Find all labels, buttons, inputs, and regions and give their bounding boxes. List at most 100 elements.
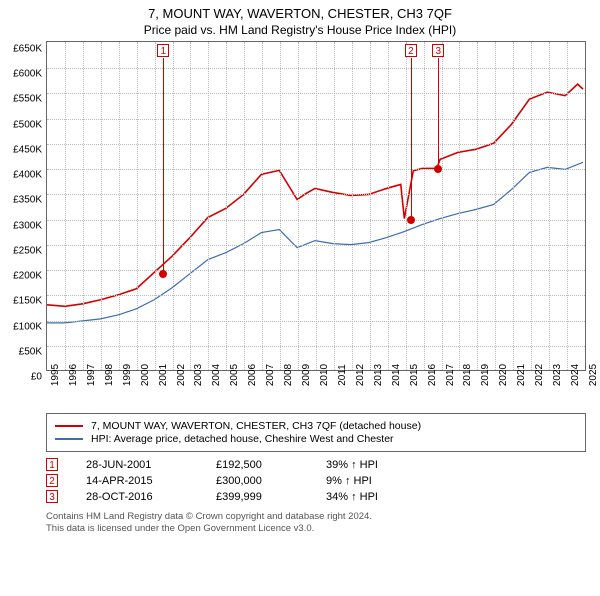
chart-container: 7, MOUNT WAY, WAVERTON, CHESTER, CH3 7QF… bbox=[0, 6, 600, 596]
gridline-v bbox=[226, 42, 227, 370]
footer-line-2: This data is licensed under the Open Gov… bbox=[46, 523, 586, 535]
sale-marker-dot bbox=[407, 216, 415, 224]
y-tick-label: £350K bbox=[13, 195, 42, 206]
sale-row-marker: 1 bbox=[46, 458, 58, 471]
y-tick-label: £400K bbox=[13, 170, 42, 181]
gridline-v bbox=[280, 42, 281, 370]
legend-label: HPI: Average price, detached house, Ches… bbox=[91, 433, 394, 445]
sale-date: 14-APR-2015 bbox=[86, 475, 216, 487]
x-tick-label: 2025 bbox=[588, 364, 599, 386]
sale-price: £399,999 bbox=[216, 491, 326, 503]
sale-marker-dot bbox=[434, 165, 442, 173]
x-tick-label: 2020 bbox=[498, 364, 509, 386]
sale-price: £300,000 bbox=[216, 475, 326, 487]
sale-marker-dot bbox=[159, 270, 167, 278]
gridline-v bbox=[370, 42, 371, 370]
gridline-v bbox=[298, 42, 299, 370]
y-tick-label: £600K bbox=[13, 69, 42, 80]
legend: 7, MOUNT WAY, WAVERTON, CHESTER, CH3 7QF… bbox=[46, 413, 586, 452]
gridline-v bbox=[442, 42, 443, 370]
x-tick-label: 2001 bbox=[158, 364, 169, 386]
x-tick-label: 2019 bbox=[480, 364, 491, 386]
gridline-v bbox=[101, 42, 102, 370]
x-tick-label: 2000 bbox=[140, 364, 151, 386]
y-tick-label: £250K bbox=[13, 245, 42, 256]
x-tick-label: 2003 bbox=[193, 364, 204, 386]
gridline-v bbox=[352, 42, 353, 370]
y-axis-labels: £0£50K£100K£150K£200K£250K£300K£350K£400… bbox=[0, 48, 44, 378]
x-tick-label: 1996 bbox=[68, 364, 79, 386]
x-tick-label: 2008 bbox=[283, 364, 294, 386]
sale-date: 28-OCT-2016 bbox=[86, 491, 216, 503]
x-tick-label: 2014 bbox=[391, 364, 402, 386]
y-tick-label: £450K bbox=[13, 144, 42, 155]
sale-row-marker: 3 bbox=[46, 490, 58, 503]
chart-subtitle: Price paid vs. HM Land Registry's House … bbox=[0, 23, 600, 37]
gridline-v bbox=[531, 42, 532, 370]
y-tick-label: £100K bbox=[13, 321, 42, 332]
x-tick-label: 2007 bbox=[265, 364, 276, 386]
y-tick-label: £550K bbox=[13, 94, 42, 105]
sale-delta: 34% ↑ HPI bbox=[326, 491, 426, 503]
gridline-v bbox=[137, 42, 138, 370]
chart-title: 7, MOUNT WAY, WAVERTON, CHESTER, CH3 7QF bbox=[0, 6, 600, 21]
legend-swatch bbox=[55, 438, 83, 440]
x-tick-label: 2005 bbox=[229, 364, 240, 386]
x-tick-label: 2013 bbox=[373, 364, 384, 386]
x-tick-label: 2015 bbox=[409, 364, 420, 386]
gridline-v bbox=[155, 42, 156, 370]
plot-area: 123 bbox=[46, 41, 586, 371]
x-tick-label: 2011 bbox=[337, 364, 348, 386]
gridline-v bbox=[406, 42, 407, 370]
sale-marker-stem bbox=[411, 58, 412, 220]
gridline-v bbox=[244, 42, 245, 370]
x-tick-label: 2006 bbox=[247, 364, 258, 386]
x-tick-label: 2024 bbox=[570, 364, 581, 386]
gridline-v bbox=[513, 42, 514, 370]
gridline-v bbox=[190, 42, 191, 370]
gridline-v bbox=[173, 42, 174, 370]
y-tick-label: £50K bbox=[19, 346, 42, 357]
x-tick-label: 1998 bbox=[104, 364, 115, 386]
sale-row: 128-JUN-2001£192,50039% ↑ HPI bbox=[46, 458, 586, 471]
gridline-v bbox=[208, 42, 209, 370]
gridline-v bbox=[549, 42, 550, 370]
sale-marker-label: 1 bbox=[157, 44, 169, 57]
sale-marker-stem bbox=[438, 58, 439, 169]
x-tick-label: 2016 bbox=[427, 364, 438, 386]
x-tick-label: 1997 bbox=[86, 364, 97, 386]
series-hpi bbox=[47, 162, 583, 322]
sale-row: 214-APR-2015£300,0009% ↑ HPI bbox=[46, 474, 586, 487]
sale-row-marker: 2 bbox=[46, 474, 58, 487]
x-tick-label: 2021 bbox=[516, 364, 527, 386]
sale-date: 28-JUN-2001 bbox=[86, 459, 216, 471]
x-tick-label: 2010 bbox=[319, 364, 330, 386]
gridline-v bbox=[459, 42, 460, 370]
gridline-v bbox=[477, 42, 478, 370]
sale-delta: 39% ↑ HPI bbox=[326, 459, 426, 471]
gridline-v bbox=[334, 42, 335, 370]
gridline-v bbox=[316, 42, 317, 370]
x-tick-label: 2022 bbox=[534, 364, 545, 386]
gridline-v bbox=[567, 42, 568, 370]
legend-row: 7, MOUNT WAY, WAVERTON, CHESTER, CH3 7QF… bbox=[55, 420, 577, 432]
footer-attribution: Contains HM Land Registry data © Crown c… bbox=[46, 511, 586, 536]
x-tick-label: 2004 bbox=[211, 364, 222, 386]
x-tick-label: 2018 bbox=[462, 364, 473, 386]
y-tick-label: £150K bbox=[13, 296, 42, 307]
legend-swatch bbox=[55, 425, 83, 427]
gridline-v bbox=[262, 42, 263, 370]
sales-table: 128-JUN-2001£192,50039% ↑ HPI214-APR-201… bbox=[46, 458, 586, 503]
legend-label: 7, MOUNT WAY, WAVERTON, CHESTER, CH3 7QF… bbox=[91, 420, 421, 432]
legend-row: HPI: Average price, detached house, Ches… bbox=[55, 433, 577, 445]
gridline-v bbox=[65, 42, 66, 370]
x-tick-label: 2017 bbox=[445, 364, 456, 386]
sale-marker-label: 2 bbox=[405, 44, 417, 57]
x-tick-label: 2002 bbox=[176, 364, 187, 386]
sale-row: 3 28-OCT-2016£399,99934% ↑ HPI bbox=[46, 490, 586, 503]
y-tick-label: £200K bbox=[13, 271, 42, 282]
sale-marker-stem bbox=[163, 58, 164, 274]
x-axis-labels: 1995199619971998199920002001200220032004… bbox=[46, 371, 586, 409]
x-tick-label: 2023 bbox=[552, 364, 563, 386]
y-tick-label: £650K bbox=[13, 44, 42, 55]
